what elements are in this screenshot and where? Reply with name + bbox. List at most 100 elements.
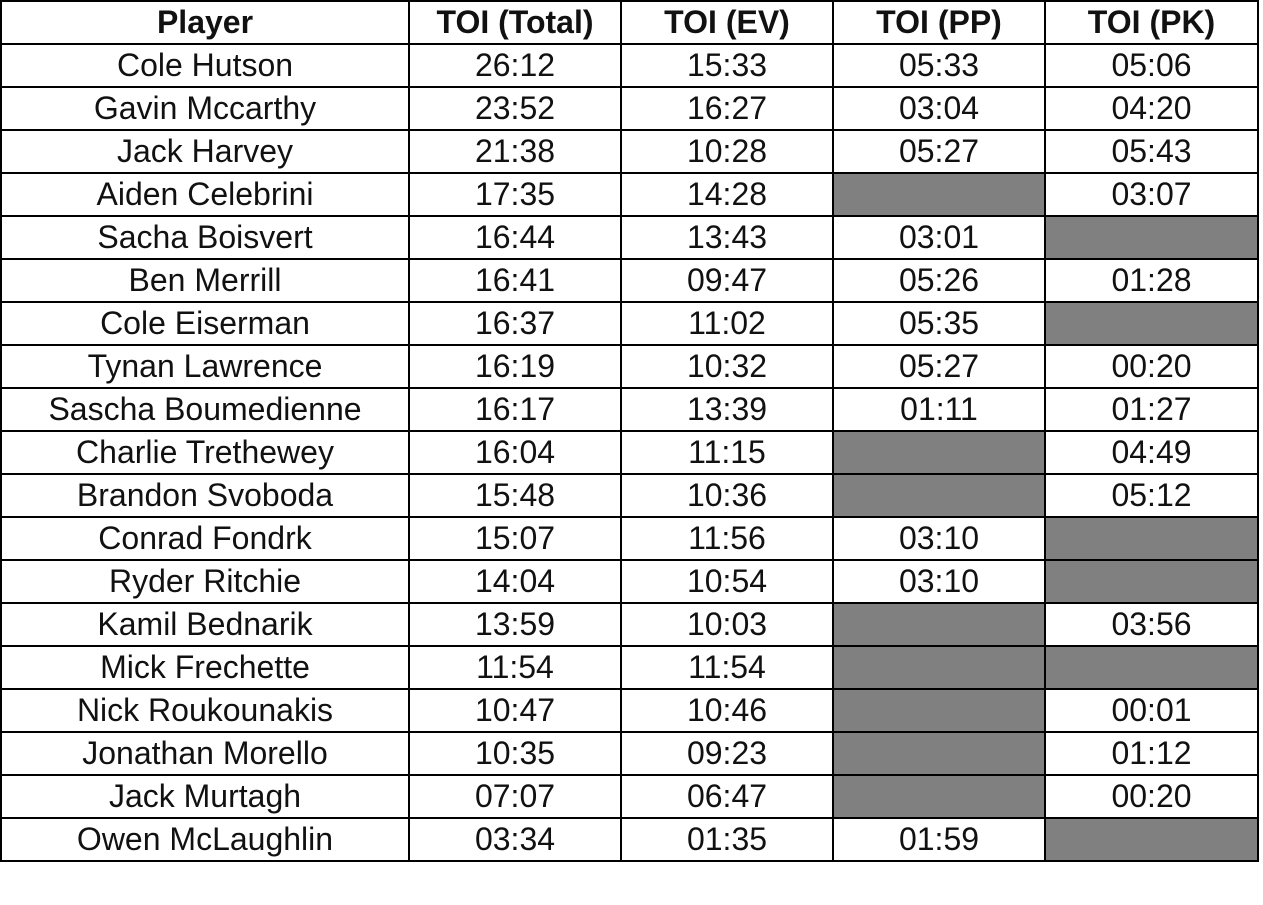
time-cell: 01:27 <box>1044 387 1259 432</box>
table-row: Sascha Boumedienne 16:17 13:39 01:11 01:27 <box>0 387 1259 432</box>
time-cell: 03:10 <box>832 516 1046 561</box>
player-cell: Gavin Mccarthy <box>0 86 410 131</box>
time-cell: 05:27 <box>832 344 1046 389</box>
time-cell: 16:04 <box>408 430 622 475</box>
time-cell: 03:07 <box>1044 172 1259 217</box>
time-cell: 01:59 <box>832 817 1046 862</box>
player-cell: Jack Harvey <box>0 129 410 174</box>
player-cell: Kamil Bednarik <box>0 602 410 647</box>
empty-cell <box>1044 645 1259 690</box>
table-row: Aiden Celebrini 17:35 14:28 03:07 <box>0 172 1259 217</box>
player-cell: Ryder Ritchie <box>0 559 410 604</box>
player-cell: Cole Eiserman <box>0 301 410 346</box>
empty-cell <box>1044 215 1259 260</box>
player-cell: Charlie Trethewey <box>0 430 410 475</box>
time-cell: 11:56 <box>620 516 834 561</box>
time-cell: 10:03 <box>620 602 834 647</box>
table-row: Owen McLaughlin 03:34 01:35 01:59 <box>0 817 1259 862</box>
time-cell: 26:12 <box>408 43 622 88</box>
time-cell: 10:46 <box>620 688 834 733</box>
player-cell: Conrad Fondrk <box>0 516 410 561</box>
empty-cell <box>1044 301 1259 346</box>
time-cell: 16:41 <box>408 258 622 303</box>
player-cell: Mick Frechette <box>0 645 410 690</box>
time-cell: 05:06 <box>1044 43 1259 88</box>
table-row: Sacha Boisvert 16:44 13:43 03:01 <box>0 215 1259 260</box>
table-row: Jonathan Morello 10:35 09:23 01:12 <box>0 731 1259 776</box>
time-cell: 04:49 <box>1044 430 1259 475</box>
header-cell: TOI (PP) <box>832 0 1046 45</box>
table-row: Gavin Mccarthy 23:52 16:27 03:04 04:20 <box>0 86 1259 131</box>
time-cell: 16:19 <box>408 344 622 389</box>
table-row: Mick Frechette 11:54 11:54 <box>0 645 1259 690</box>
time-cell: 05:27 <box>832 129 1046 174</box>
table-row: Charlie Trethewey 16:04 11:15 04:49 <box>0 430 1259 475</box>
time-cell: 10:28 <box>620 129 834 174</box>
time-cell: 11:02 <box>620 301 834 346</box>
time-cell: 00:20 <box>1044 774 1259 819</box>
empty-cell <box>1044 817 1259 862</box>
player-cell: Sacha Boisvert <box>0 215 410 260</box>
time-cell: 05:26 <box>832 258 1046 303</box>
header-cell: TOI (Total) <box>408 0 622 45</box>
time-cell: 10:32 <box>620 344 834 389</box>
time-cell: 03:34 <box>408 817 622 862</box>
time-cell: 11:54 <box>620 645 834 690</box>
time-cell: 05:33 <box>832 43 1046 88</box>
empty-cell <box>1044 516 1259 561</box>
table-row: Ryder Ritchie 14:04 10:54 03:10 <box>0 559 1259 604</box>
time-cell: 13:59 <box>408 602 622 647</box>
player-cell: Brandon Svoboda <box>0 473 410 518</box>
time-cell: 11:15 <box>620 430 834 475</box>
table-row: Cole Eiserman 16:37 11:02 05:35 <box>0 301 1259 346</box>
time-cell: 05:43 <box>1044 129 1259 174</box>
time-cell: 01:28 <box>1044 258 1259 303</box>
time-cell: 17:35 <box>408 172 622 217</box>
header-cell: TOI (EV) <box>620 0 834 45</box>
empty-cell <box>832 473 1046 518</box>
time-cell: 21:38 <box>408 129 622 174</box>
player-cell: Jonathan Morello <box>0 731 410 776</box>
table-row: Brandon Svoboda 15:48 10:36 05:12 <box>0 473 1259 518</box>
time-cell: 16:37 <box>408 301 622 346</box>
time-cell: 09:23 <box>620 731 834 776</box>
time-cell: 10:47 <box>408 688 622 733</box>
time-cell: 01:12 <box>1044 731 1259 776</box>
time-cell: 10:54 <box>620 559 834 604</box>
time-cell: 03:01 <box>832 215 1046 260</box>
time-cell: 03:10 <box>832 559 1046 604</box>
empty-cell <box>1044 559 1259 604</box>
time-cell: 16:44 <box>408 215 622 260</box>
table-row: Cole Hutson 26:12 15:33 05:33 05:06 <box>0 43 1259 88</box>
player-cell: Jack Murtagh <box>0 774 410 819</box>
time-cell: 04:20 <box>1044 86 1259 131</box>
table-row: Tynan Lawrence 16:19 10:32 05:27 00:20 <box>0 344 1259 389</box>
time-cell: 13:43 <box>620 215 834 260</box>
player-cell: Ben Merrill <box>0 258 410 303</box>
player-cell: Cole Hutson <box>0 43 410 88</box>
time-cell: 09:47 <box>620 258 834 303</box>
time-cell: 14:28 <box>620 172 834 217</box>
time-cell: 11:54 <box>408 645 622 690</box>
empty-cell <box>832 731 1046 776</box>
header-cell: TOI (PK) <box>1044 0 1259 45</box>
time-cell: 00:20 <box>1044 344 1259 389</box>
time-cell: 00:01 <box>1044 688 1259 733</box>
table-row: Jack Murtagh 07:07 06:47 00:20 <box>0 774 1259 819</box>
time-cell: 01:35 <box>620 817 834 862</box>
table-row: Conrad Fondrk 15:07 11:56 03:10 <box>0 516 1259 561</box>
player-cell: Tynan Lawrence <box>0 344 410 389</box>
empty-cell <box>832 645 1046 690</box>
empty-cell <box>832 602 1046 647</box>
empty-cell <box>832 172 1046 217</box>
time-cell: 15:33 <box>620 43 834 88</box>
time-cell: 16:17 <box>408 387 622 432</box>
time-cell: 03:56 <box>1044 602 1259 647</box>
time-cell: 14:04 <box>408 559 622 604</box>
player-cell: Sascha Boumedienne <box>0 387 410 432</box>
time-cell: 07:07 <box>408 774 622 819</box>
table-row: Kamil Bednarik 13:59 10:03 03:56 <box>0 602 1259 647</box>
table-row: Ben Merrill 16:41 09:47 05:26 01:28 <box>0 258 1259 303</box>
time-cell: 13:39 <box>620 387 834 432</box>
